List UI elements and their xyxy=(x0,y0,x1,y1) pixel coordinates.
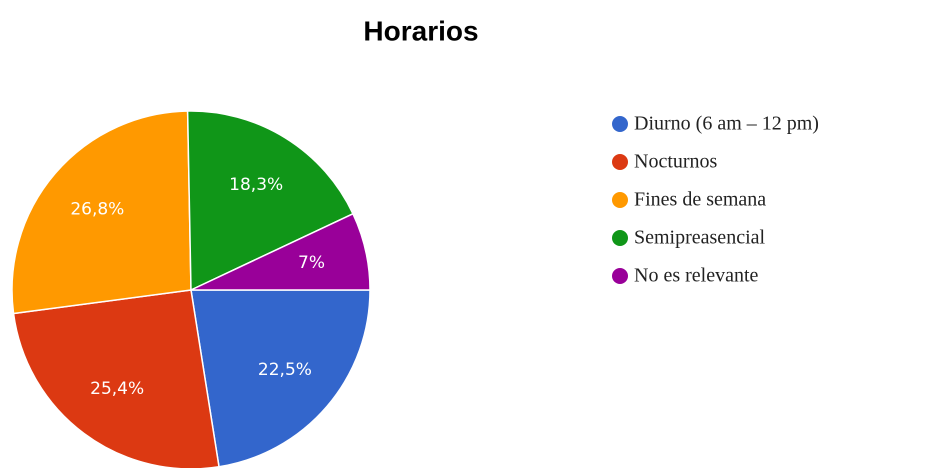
pie-slice xyxy=(12,289,220,468)
slice-label: 18,3% xyxy=(229,175,283,195)
legend-label: Nocturnos xyxy=(634,151,718,173)
chart-title: Horarios xyxy=(363,15,478,46)
legend-label: Semipreasencial xyxy=(634,227,765,249)
pie-slice xyxy=(11,110,192,315)
pie-slice xyxy=(186,110,354,292)
legend-swatch xyxy=(612,116,628,132)
legend-label: Diurno (6 am – 12 pm) xyxy=(634,113,819,135)
legend-label: Fines de semana xyxy=(634,189,766,211)
legend-swatch xyxy=(612,154,628,170)
pie-slice xyxy=(190,289,371,468)
pie-slice xyxy=(190,212,371,291)
legend-swatch xyxy=(612,192,628,208)
slice-label: 25,4% xyxy=(90,379,144,399)
slice-label: 26,8% xyxy=(70,199,124,219)
slice-label: 22,5% xyxy=(258,360,312,380)
slice-label: 7% xyxy=(298,253,325,273)
legend-label: No es relevante xyxy=(634,265,759,287)
legend-swatch xyxy=(612,230,628,246)
legend-swatch xyxy=(612,268,628,284)
